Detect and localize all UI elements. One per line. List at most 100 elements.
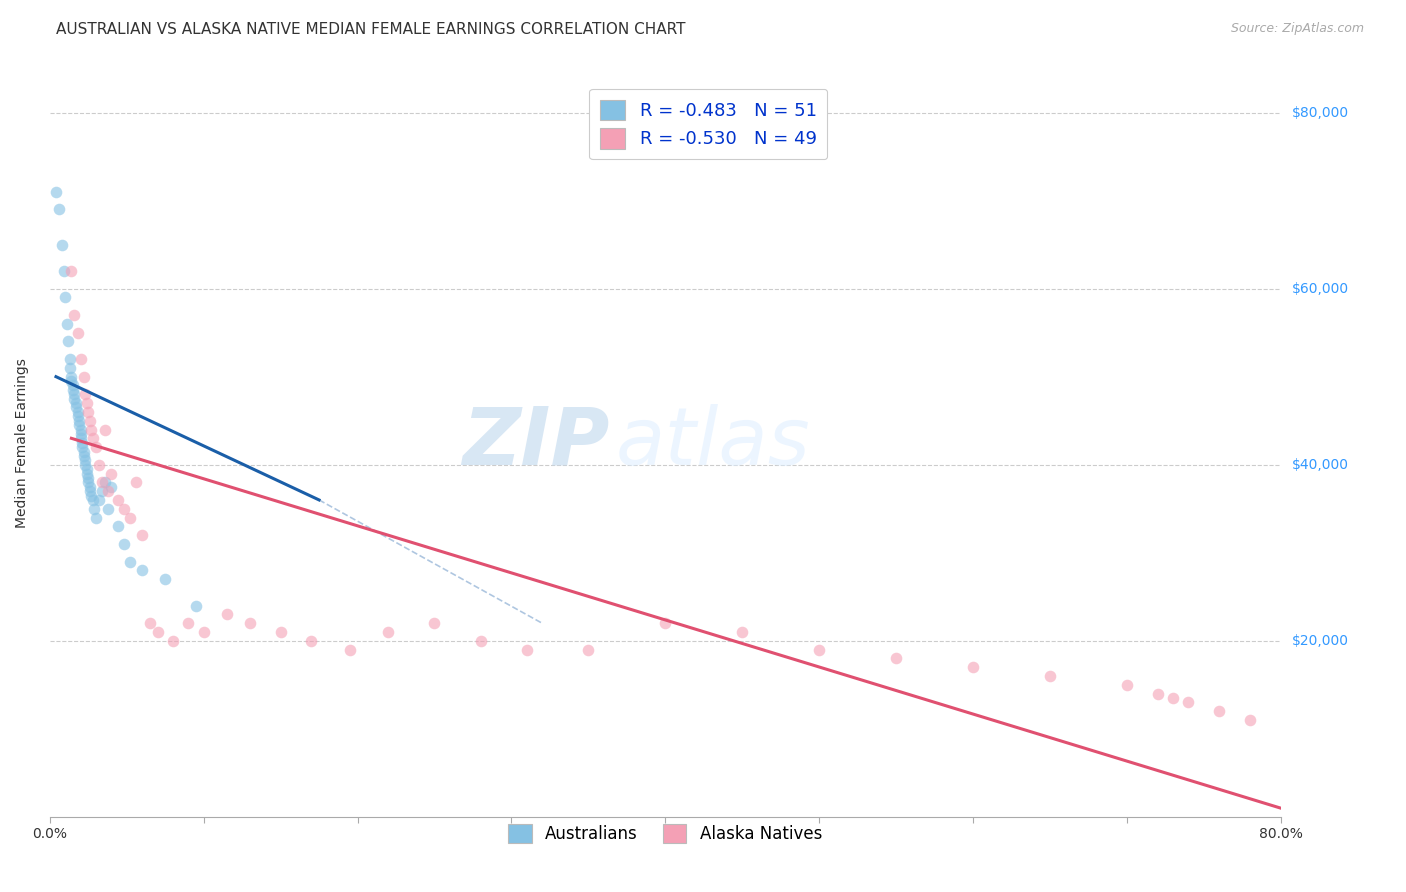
Point <box>270 625 292 640</box>
Text: $60,000: $60,000 <box>1292 282 1348 295</box>
Point <box>65 401 87 415</box>
Text: $40,000: $40,000 <box>1292 458 1348 472</box>
Point <box>423 616 446 631</box>
Point <box>377 625 399 640</box>
Point <box>65 396 87 410</box>
Point <box>1239 713 1261 727</box>
Point <box>79 484 101 499</box>
Point <box>76 396 98 410</box>
Point <box>118 510 141 524</box>
Point <box>87 492 110 507</box>
Point <box>808 642 831 657</box>
Point <box>55 317 77 331</box>
Point <box>131 528 153 542</box>
Point <box>193 625 215 640</box>
Point <box>131 563 153 577</box>
Point <box>84 440 107 454</box>
Text: AUSTRALIAN VS ALASKA NATIVE MEDIAN FEMALE EARNINGS CORRELATION CHART: AUSTRALIAN VS ALASKA NATIVE MEDIAN FEMAL… <box>56 22 686 37</box>
Point <box>52 264 75 278</box>
Point <box>299 633 322 648</box>
Point <box>87 458 110 472</box>
Point <box>1208 704 1230 718</box>
Point <box>97 484 120 499</box>
Point <box>94 475 117 490</box>
Point <box>79 414 101 428</box>
Text: $80,000: $80,000 <box>1292 105 1348 120</box>
Point <box>146 625 169 640</box>
Point <box>77 475 100 490</box>
Point <box>884 651 907 665</box>
Point <box>470 633 492 648</box>
Point <box>112 537 135 551</box>
Point <box>66 326 89 340</box>
Point <box>339 642 361 657</box>
Point <box>67 418 90 433</box>
Point <box>70 435 93 450</box>
Point <box>82 431 104 445</box>
Point <box>60 374 83 388</box>
Point <box>1039 669 1062 683</box>
Point <box>184 599 207 613</box>
Point <box>239 616 262 631</box>
Point <box>69 431 91 445</box>
Point <box>63 387 86 401</box>
Point <box>60 264 83 278</box>
Point <box>73 444 96 458</box>
Point <box>139 616 162 631</box>
Point <box>1146 687 1168 701</box>
Point <box>69 426 91 441</box>
Point <box>83 501 105 516</box>
Point <box>654 616 676 631</box>
Point <box>63 392 86 406</box>
Point <box>97 501 120 516</box>
Point <box>100 467 122 481</box>
Text: ZIP: ZIP <box>463 404 610 482</box>
Point <box>77 405 100 419</box>
Point <box>125 475 148 490</box>
Point <box>66 405 89 419</box>
Point <box>59 360 82 375</box>
Point <box>100 480 122 494</box>
Y-axis label: Median Female Earnings: Median Female Earnings <box>15 358 30 528</box>
Point <box>91 484 114 499</box>
Point <box>1177 695 1199 709</box>
Point <box>59 352 82 367</box>
Point <box>58 334 80 349</box>
Point <box>76 462 98 476</box>
Point <box>73 369 96 384</box>
Point <box>51 237 73 252</box>
Point <box>118 555 141 569</box>
Text: Source: ZipAtlas.com: Source: ZipAtlas.com <box>1230 22 1364 36</box>
Legend: R = -0.483   N = 51, R = -0.530   N = 49: R = -0.483 N = 51, R = -0.530 N = 49 <box>589 89 828 160</box>
Point <box>73 449 96 463</box>
Point <box>107 492 129 507</box>
Point <box>107 519 129 533</box>
Point <box>75 453 97 467</box>
Point <box>75 387 97 401</box>
Text: $20,000: $20,000 <box>1292 634 1348 648</box>
Text: atlas: atlas <box>616 404 811 482</box>
Point <box>62 378 84 392</box>
Point <box>1115 678 1137 692</box>
Point <box>1161 691 1184 706</box>
Point <box>62 383 84 397</box>
Point <box>177 616 200 631</box>
Point <box>60 369 83 384</box>
Point <box>80 423 103 437</box>
Point <box>63 308 86 322</box>
Point <box>516 642 538 657</box>
Point <box>76 467 98 481</box>
Point <box>576 642 599 657</box>
Point <box>155 572 177 586</box>
Point <box>112 501 135 516</box>
Point <box>53 290 76 304</box>
Point <box>79 480 101 494</box>
Point <box>731 625 754 640</box>
Point <box>67 414 90 428</box>
Point <box>48 202 70 217</box>
Point <box>69 352 91 367</box>
Point <box>66 409 89 424</box>
Point <box>162 633 184 648</box>
Point <box>84 510 107 524</box>
Point <box>215 607 238 622</box>
